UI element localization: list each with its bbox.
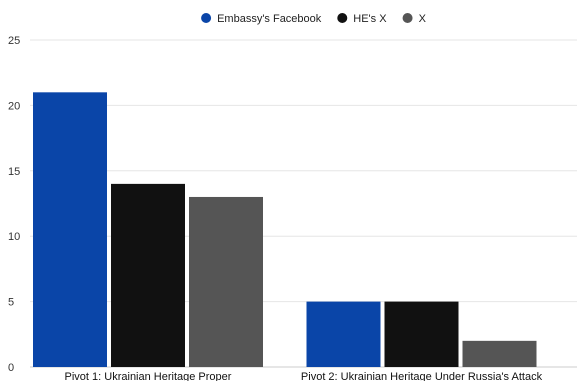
bars	[33, 92, 537, 367]
bar[interactable]	[462, 340, 537, 367]
y-tick-label: 5	[8, 297, 14, 309]
legend-marker	[337, 13, 348, 23]
legend-item[interactable]: X	[402, 13, 427, 25]
bar[interactable]	[33, 92, 107, 367]
bar[interactable]	[306, 301, 381, 367]
legend-item[interactable]: Embassy's Facebook	[201, 13, 322, 25]
x-category-label: Pivot 2: Ukrainian Heritage Under Russia…	[301, 371, 543, 381]
legend-label: HE's X	[353, 13, 387, 25]
legend[interactable]: Embassy's Facebook HE's X X	[201, 13, 427, 25]
bar[interactable]	[111, 183, 185, 367]
bar[interactable]	[384, 301, 459, 367]
bar[interactable]	[189, 196, 263, 367]
y-tick-label: 20	[8, 100, 20, 112]
y-tick-label: 10	[8, 231, 20, 243]
x-category-label: Pivot 1: Ukrainian Heritage Proper	[65, 371, 232, 381]
legend-marker	[201, 13, 212, 23]
y-tick-label: 0	[8, 362, 14, 374]
legend-marker	[402, 13, 413, 23]
legend-label: X	[419, 13, 427, 25]
legend-item[interactable]: HE's X	[337, 13, 387, 25]
axes: 0 5 10 15 20 25 Pivot 1: Ukrainian Heritage Pr…	[8, 35, 543, 381]
y-tick-label: 15	[8, 166, 20, 178]
legend-label: Embassy's Facebook	[217, 13, 322, 25]
y-tick-label: 25	[8, 35, 20, 47]
